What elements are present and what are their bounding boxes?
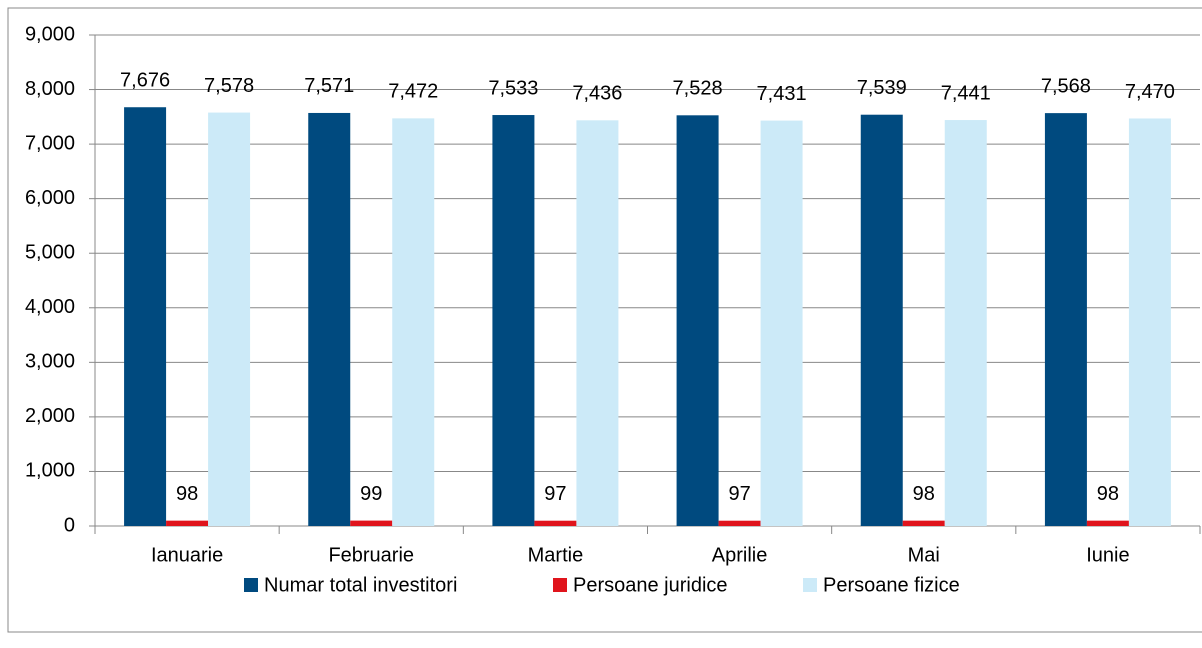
data-label: 97 xyxy=(728,483,750,505)
legend-label: Numar total investitori xyxy=(264,574,457,596)
bar xyxy=(944,120,987,526)
data-label: 7,571 xyxy=(304,75,354,97)
bar xyxy=(718,520,761,526)
y-tick-label: 8,000 xyxy=(25,78,75,100)
bar xyxy=(676,115,719,526)
data-label: 7,533 xyxy=(488,77,538,99)
data-label: 7,539 xyxy=(857,77,907,99)
data-label: 7,578 xyxy=(204,75,254,97)
x-tick-label: Martie xyxy=(528,544,584,566)
x-tick-label: Februarie xyxy=(328,544,414,566)
data-label: 99 xyxy=(360,483,382,505)
legend-swatch xyxy=(803,578,817,592)
legend-label: Persoane fizice xyxy=(823,574,960,596)
y-tick-label: 7,000 xyxy=(25,132,75,154)
y-tick-label: 5,000 xyxy=(25,242,75,264)
bar xyxy=(124,107,167,526)
data-label: 7,441 xyxy=(941,82,991,104)
data-label: 7,676 xyxy=(120,70,170,92)
bar xyxy=(1044,113,1087,526)
y-tick-label: 1,000 xyxy=(25,460,75,482)
y-tick-label: 3,000 xyxy=(25,351,75,373)
bar xyxy=(576,120,619,526)
bar xyxy=(760,120,803,527)
y-tick-label: 9,000 xyxy=(25,23,75,45)
legend-swatch xyxy=(244,578,258,592)
bar xyxy=(392,118,435,526)
y-tick-label: 6,000 xyxy=(25,187,75,209)
legend-swatch xyxy=(553,578,567,592)
legend-label: Persoane juridice xyxy=(573,574,728,596)
y-tick-label: 2,000 xyxy=(25,405,75,427)
data-label: 7,568 xyxy=(1041,75,1091,97)
x-tick-label: Aprilie xyxy=(712,544,768,566)
bar xyxy=(1128,118,1171,526)
data-label: 7,528 xyxy=(673,78,723,100)
bar xyxy=(166,520,209,526)
data-label: 7,470 xyxy=(1125,81,1175,103)
bar xyxy=(1086,520,1129,526)
data-label: 97 xyxy=(544,483,566,505)
bar xyxy=(534,520,577,526)
data-label: 98 xyxy=(913,483,935,505)
data-label: 7,431 xyxy=(757,83,807,105)
bar xyxy=(308,112,351,526)
y-tick-label: 0 xyxy=(64,514,75,536)
bar xyxy=(860,114,903,527)
bar xyxy=(902,520,945,526)
x-tick-label: Mai xyxy=(908,544,940,566)
data-label: 98 xyxy=(176,483,198,505)
data-label: 98 xyxy=(1097,483,1119,505)
data-label: 7,436 xyxy=(572,83,622,105)
bar xyxy=(350,520,393,526)
x-tick-label: Iunie xyxy=(1086,544,1129,566)
data-label: 7,472 xyxy=(388,81,438,103)
y-tick-label: 4,000 xyxy=(25,296,75,318)
bar xyxy=(492,115,535,527)
x-tick-label: Ianuarie xyxy=(151,544,223,566)
bar xyxy=(208,112,251,526)
